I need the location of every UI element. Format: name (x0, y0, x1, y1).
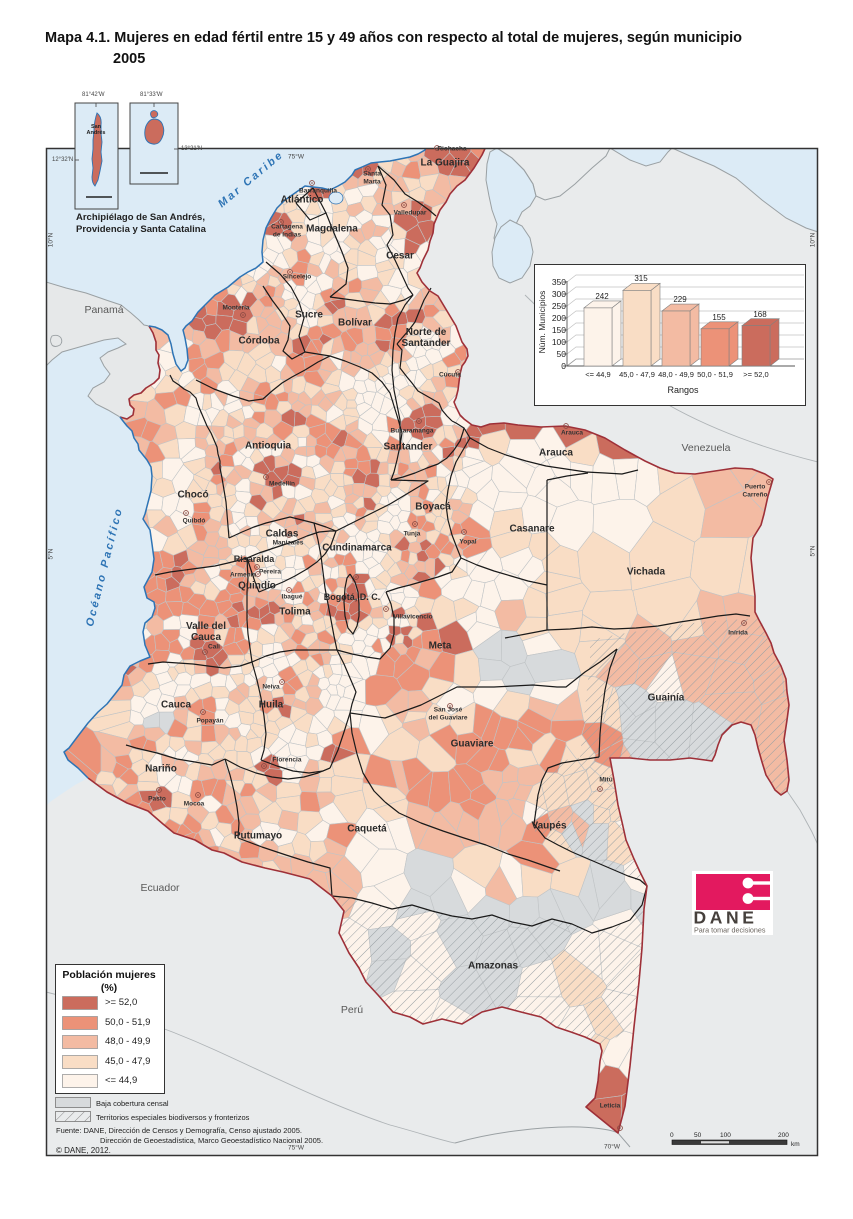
svg-text:50: 50 (694, 1132, 702, 1139)
svg-text:Para tomar decisiones: Para tomar decisiones (694, 926, 766, 935)
svg-text:DANE: DANE (694, 908, 758, 928)
svg-text:0: 0 (670, 1132, 674, 1139)
svg-text:100: 100 (720, 1132, 731, 1139)
svg-text:200: 200 (778, 1132, 789, 1139)
svg-text:km: km (791, 1141, 800, 1148)
